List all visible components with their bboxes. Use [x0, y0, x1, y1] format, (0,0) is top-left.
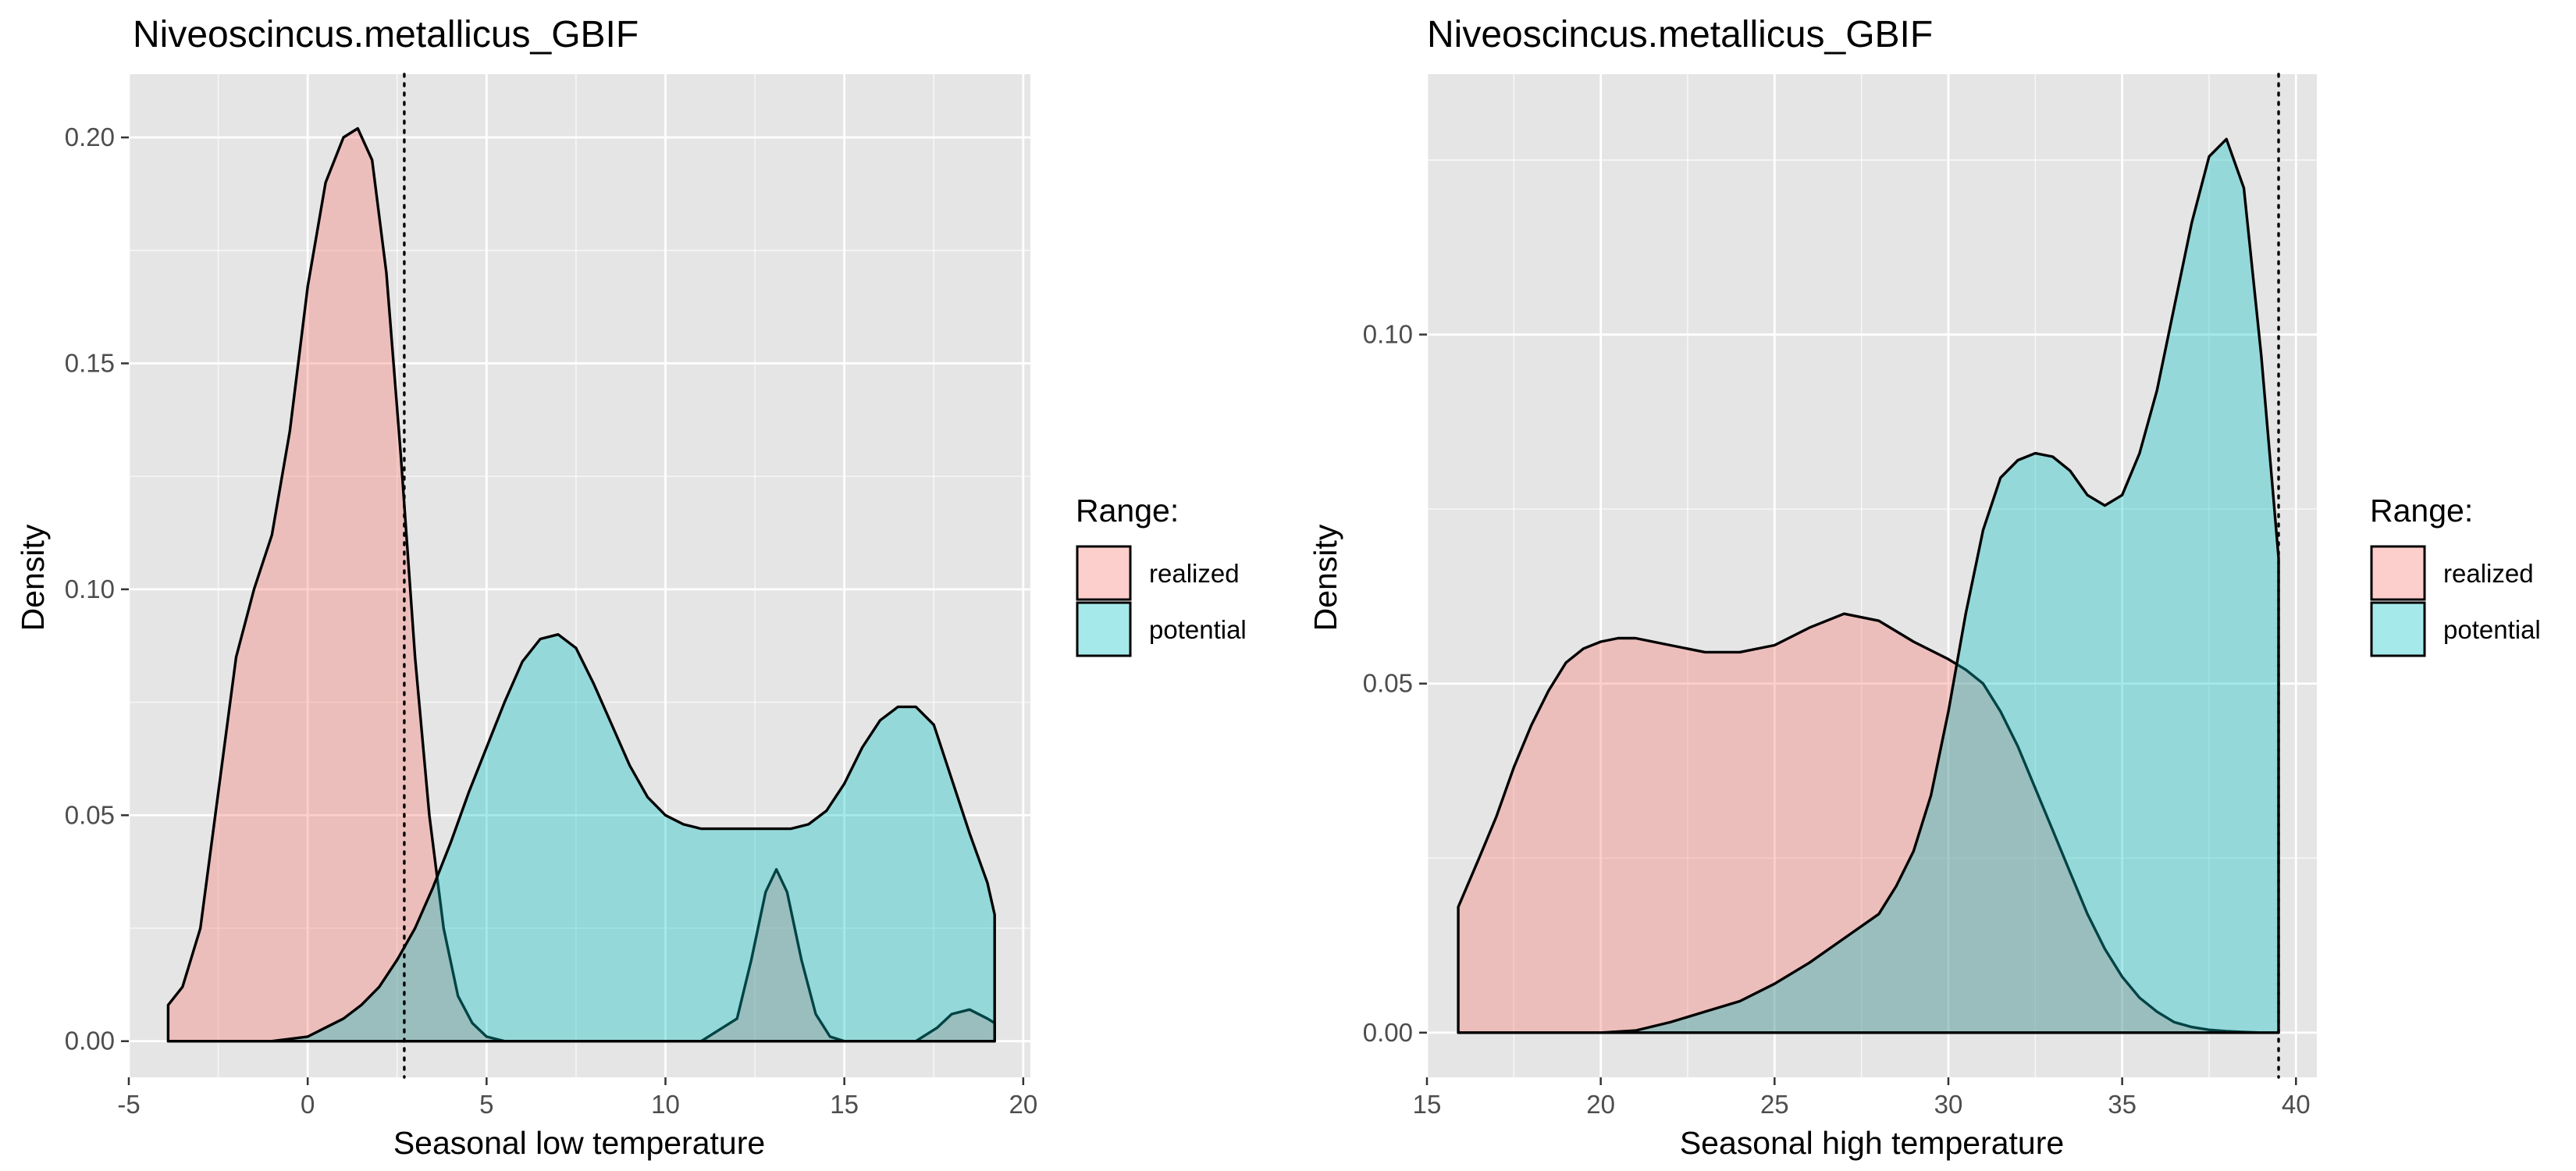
left-x-axis-title: Seasonal low temperature	[393, 1125, 765, 1161]
left-density-chart: Niveoscincus.metallicus_GBIF -5 0 5 10 15 20 0…	[15, 14, 1247, 1161]
left-y-tick-label: 0.15	[65, 348, 115, 377]
right-legend-title: Range:	[2370, 493, 2473, 529]
left-y-axis-title: Density	[15, 524, 51, 631]
right-y-tick-label: 0.05	[1363, 669, 1413, 698]
right-x-tick-label: 40	[2282, 1090, 2311, 1119]
left-density-areas	[166, 126, 996, 1043]
left-x-tick-label: 5	[479, 1090, 493, 1119]
right-x-tick-label: 20	[1586, 1090, 1615, 1119]
right-x-axis-title: Seasonal high temperature	[1680, 1125, 2064, 1161]
right-density-areas	[1457, 137, 2280, 1034]
right-y-tick-label: 0.10	[1363, 320, 1413, 349]
right-legend-label-realized: realized	[2443, 559, 2534, 588]
left-x-tick-label: 10	[651, 1090, 680, 1119]
right-axis-ticks: 15 20 25 30 35 40 0.00 0.05 0.10	[1363, 320, 2311, 1119]
left-legend-key-potential	[1076, 601, 1132, 657]
right-x-tick-label: 35	[2108, 1090, 2137, 1119]
left-y-tick-label: 0.10	[65, 575, 115, 603]
right-y-axis-title: Density	[1308, 524, 1343, 631]
right-density-potential	[1457, 137, 2280, 1034]
right-legend-key-potential	[2370, 601, 2426, 657]
left-legend: Range: realized potential	[1076, 493, 1247, 657]
right-density-chart: Niveoscincus.metallicus_GBIF 15 20 25 30 35 4…	[1308, 14, 2541, 1161]
left-legend-title: Range:	[1076, 493, 1179, 529]
left-axis-ticks: -5 0 5 10 15 20 0.00 0.05 0.10 0.15 0.20	[65, 123, 1037, 1119]
left-plot-panel	[129, 74, 1030, 1077]
left-x-tick-label: 20	[1009, 1090, 1037, 1119]
left-y-tick-label: 0.00	[65, 1027, 115, 1055]
left-legend-label-potential: potential	[1149, 615, 1247, 644]
right-legend-label-potential: potential	[2443, 615, 2541, 644]
left-density-potential	[166, 633, 996, 1043]
left-x-tick-label: -5	[117, 1090, 140, 1119]
right-legend-key-realized	[2370, 545, 2426, 601]
right-x-tick-label: 25	[1760, 1090, 1789, 1119]
left-legend-label-realized: realized	[1149, 559, 1240, 588]
left-y-tick-label: 0.05	[65, 800, 115, 829]
right-chart-title: Niveoscincus.metallicus_GBIF	[1427, 14, 1933, 55]
right-x-tick-label: 30	[1934, 1090, 1963, 1119]
right-density-realized	[1457, 612, 2280, 1034]
left-x-tick-label: 15	[830, 1090, 859, 1119]
left-chart-title: Niveoscincus.metallicus_GBIF	[133, 14, 639, 55]
right-x-tick-label: 15	[1413, 1090, 1442, 1119]
left-y-tick-label: 0.20	[65, 123, 115, 151]
right-y-tick-label: 0.00	[1363, 1018, 1413, 1047]
right-plot-panel	[1427, 74, 2317, 1077]
left-x-tick-label: 0	[301, 1090, 315, 1119]
right-gridlines	[1425, 74, 2317, 1077]
left-legend-key-realized	[1076, 545, 1132, 601]
right-legend: Range: realized potential	[2370, 493, 2541, 657]
left-gridlines	[127, 74, 1030, 1077]
